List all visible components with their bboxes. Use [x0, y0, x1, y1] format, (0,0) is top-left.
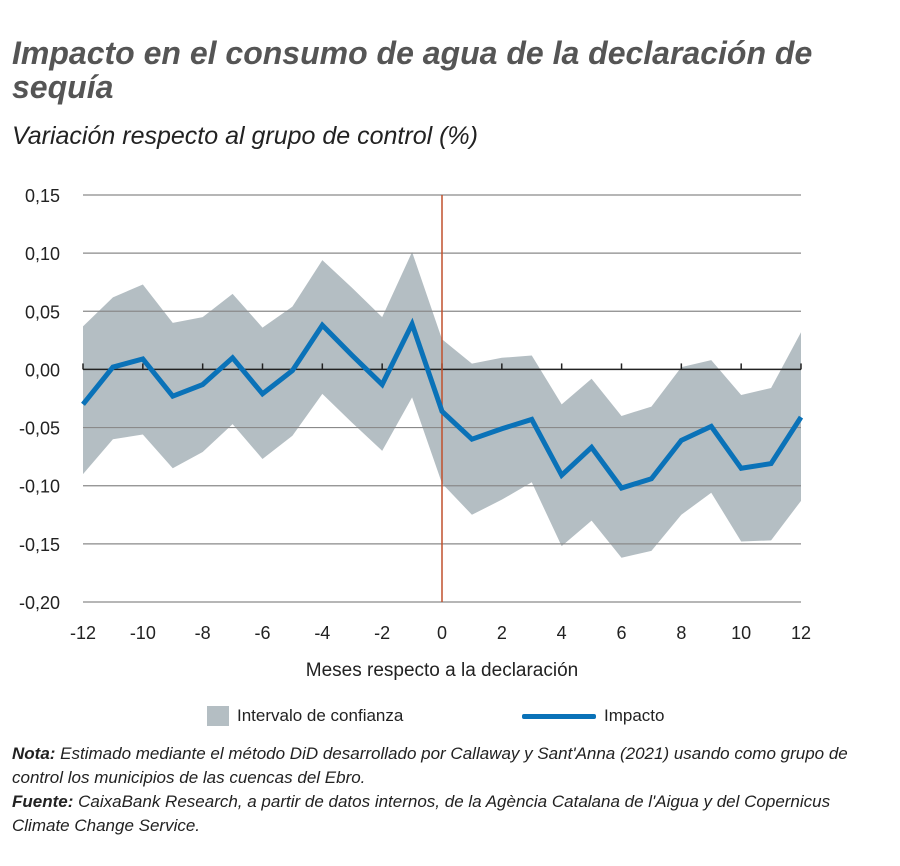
- x-tick-label: 4: [557, 623, 567, 643]
- y-tick-label: -0,15: [19, 535, 60, 555]
- nota-text: Estimado mediante el método DiD desarrol…: [12, 744, 848, 787]
- legend-label-band: Intervalo de confianza: [237, 706, 404, 725]
- x-tick-label: 8: [676, 623, 686, 643]
- x-tick-label: 0: [437, 623, 447, 643]
- y-tick-label: -0,10: [19, 477, 60, 497]
- x-tick-label: -6: [254, 623, 270, 643]
- legend-label-line: Impacto: [604, 706, 665, 725]
- x-tick-label: -12: [70, 623, 96, 643]
- x-tick-label: -4: [314, 623, 330, 643]
- y-tick-label: 0,05: [25, 302, 60, 322]
- x-tick-label: 12: [791, 623, 811, 643]
- x-axis-label: Meses respecto a la declaración: [306, 660, 578, 681]
- y-tick-label: 0,15: [25, 186, 60, 206]
- chart-subtitle: Variación respecto al grupo de control (…: [12, 122, 478, 150]
- legend-swatch-band: [207, 706, 229, 726]
- y-tick-label: 0,10: [25, 244, 60, 264]
- fuente-label: Fuente:: [12, 792, 74, 811]
- x-tick-label: 10: [731, 623, 751, 643]
- x-tick-label: 2: [497, 623, 507, 643]
- y-tick-label: -0,20: [19, 593, 60, 613]
- y-tick-label: -0,05: [19, 419, 60, 439]
- legend-item-line: Impacto: [522, 706, 664, 726]
- fuente-text: CaixaBank Research, a partir de datos in…: [12, 792, 831, 835]
- x-tick-label: -8: [195, 623, 211, 643]
- y-tick-label: 0,00: [25, 360, 60, 380]
- x-tick-label: -10: [130, 623, 156, 643]
- legend-swatch-line: [522, 713, 596, 719]
- nota-label: Nota:: [12, 744, 56, 763]
- line-chart: 0,15 0,10 0,05 0,00 -0,05 -0,10 -0,15 -0,20 -12 -…: [19, 186, 811, 681]
- notes: Nota: Estimado mediante el método DiD de…: [12, 742, 892, 838]
- x-tick-label: -2: [374, 623, 390, 643]
- chart-title: Impacto en el consumo de agua de la decl…: [12, 35, 813, 105]
- legend-item-band: Intervalo de confianza: [207, 706, 403, 726]
- x-tick-label: 6: [616, 623, 626, 643]
